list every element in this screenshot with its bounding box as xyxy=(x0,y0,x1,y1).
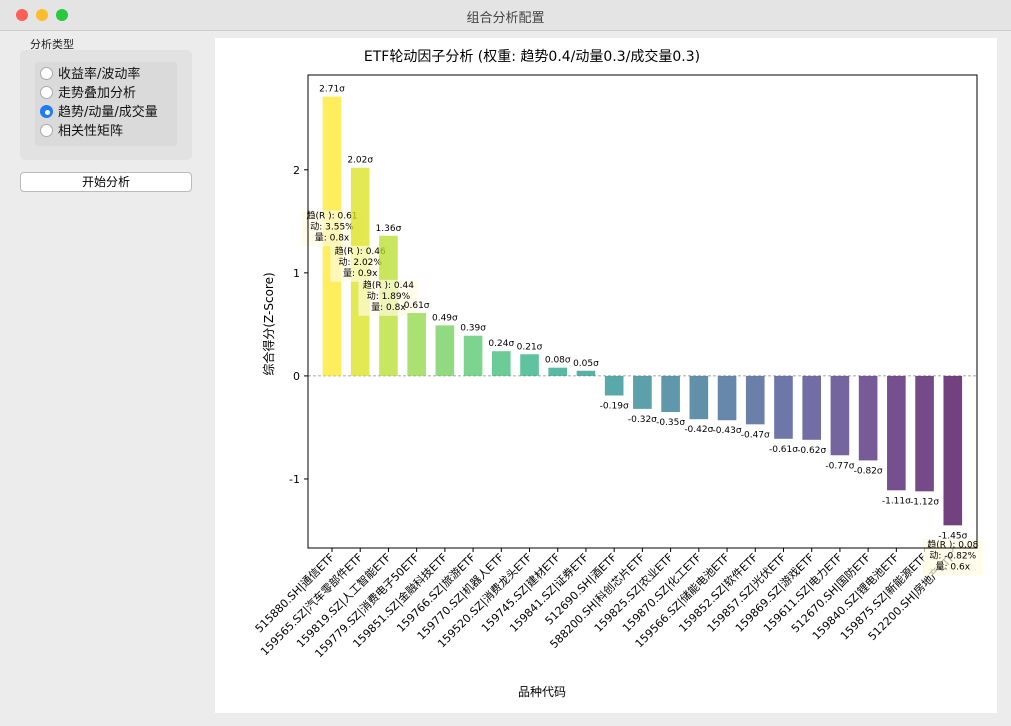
bar xyxy=(689,375,709,420)
annotation: 动: -0.82% xyxy=(929,550,976,561)
value-label: 2.71σ xyxy=(319,85,345,95)
value-label: 1.36σ xyxy=(376,224,402,234)
radio-button[interactable] xyxy=(40,124,53,137)
plot-frame xyxy=(307,74,978,549)
bar xyxy=(887,375,906,491)
radio-option[interactable]: 相关性矩阵 xyxy=(40,122,123,141)
radio-label: 走势叠加分析 xyxy=(58,86,137,101)
annotation: 动: 2.02% xyxy=(338,257,382,268)
annotation: 量: 0.8x xyxy=(315,232,350,243)
value-label: -0.61σ xyxy=(769,445,798,455)
value-label: 0.24σ xyxy=(488,339,514,349)
radio-label: 收益率/波动率 xyxy=(58,67,141,82)
close-button[interactable] xyxy=(16,9,28,21)
bar xyxy=(548,367,568,376)
radio-label: 相关性矩阵 xyxy=(58,124,124,139)
value-label: -0.42σ xyxy=(684,425,713,435)
value-label: -0.43σ xyxy=(713,426,742,436)
value-label: 0.49σ xyxy=(432,313,458,323)
value-label: -0.82σ xyxy=(854,466,883,476)
radio-option[interactable]: 走势叠加分析 xyxy=(40,84,136,103)
chart-panel: ETF轮动因子分析 (权重: 趋势0.4/动量0.3/成交量0.3) 品种代码 … xyxy=(215,38,997,713)
value-label: -0.35σ xyxy=(656,418,685,428)
annotation: 动: 1.89% xyxy=(367,291,411,302)
annotation: 量: 0.9x xyxy=(343,268,378,279)
chart-title: ETF轮动因子分析 (权重: 趋势0.4/动量0.3/成交量0.3) xyxy=(364,48,700,65)
start-button[interactable]: 开始分析 xyxy=(20,172,192,192)
bar xyxy=(943,375,963,526)
value-label: 0.39σ xyxy=(460,324,486,334)
minimize-button[interactable] xyxy=(36,9,48,21)
annotation: 量: 0.6x xyxy=(936,561,971,572)
y-tick-label: 2 xyxy=(293,164,300,177)
y-tick-label: 0 xyxy=(293,370,300,383)
bar xyxy=(491,351,511,376)
bar xyxy=(915,375,934,492)
bar xyxy=(604,375,624,396)
annotation-box xyxy=(922,539,983,576)
annotation: 量: 0.8x xyxy=(371,302,406,313)
value-label: 0.61σ xyxy=(404,301,430,311)
annotation: 趋(R ): 0.44 xyxy=(363,279,414,291)
x-axis-label: 品种代码 xyxy=(518,685,566,699)
value-label: -0.32σ xyxy=(628,415,657,425)
value-label: -0.77σ xyxy=(825,461,854,471)
group-title: 分析类型 xyxy=(30,38,74,51)
group-box: 收益率/波动率 走势叠加分析趋势/动量/成交量 相关性矩阵 xyxy=(20,50,192,160)
value-label: 2.02σ xyxy=(347,156,373,166)
zoom-button[interactable] xyxy=(56,9,68,21)
title-bar: 组合分析配置 xyxy=(0,0,1011,31)
annotation: 趋(R ): 0.08 xyxy=(927,538,978,550)
y-tick-label: -1 xyxy=(289,473,300,486)
bar xyxy=(745,375,765,425)
chart: ETF轮动因子分析 (权重: 趋势0.4/动量0.3/成交量0.3) 品种代码 … xyxy=(253,48,983,699)
bar xyxy=(830,375,850,456)
radio-button[interactable] xyxy=(40,86,53,99)
bar xyxy=(802,375,822,440)
value-label: -0.19σ xyxy=(600,401,629,411)
annotation: 趋(R ): 0.61 xyxy=(306,209,357,221)
radio-label: 趋势/动量/成交量 xyxy=(58,105,158,120)
bar xyxy=(633,375,652,409)
radio-button[interactable] xyxy=(40,67,53,80)
radio-button[interactable] xyxy=(40,105,53,118)
radio-group: 收益率/波动率 走势叠加分析趋势/动量/成交量 相关性矩阵 xyxy=(35,62,177,146)
value-label: -0.62σ xyxy=(797,446,826,456)
value-label: -1.12σ xyxy=(910,497,939,507)
y-tick-label: 1 xyxy=(293,267,300,280)
bar xyxy=(576,370,596,376)
bar xyxy=(407,313,426,376)
annotation: 趋(R ): 0.46 xyxy=(335,245,386,257)
window-title: 组合分析配置 xyxy=(466,11,545,26)
radio-option[interactable]: 收益率/波动率 xyxy=(40,65,140,84)
bar xyxy=(717,375,737,421)
value-label: -1.45σ xyxy=(938,531,967,541)
value-label: 0.08σ xyxy=(545,356,571,366)
annotation-box xyxy=(358,279,419,316)
bar xyxy=(520,354,539,376)
value-label: 0.21σ xyxy=(517,342,543,352)
value-label: 0.05σ xyxy=(573,359,599,369)
radio-option[interactable]: 趋势/动量/成交量 xyxy=(40,103,158,122)
annotation: 动: 3.55% xyxy=(310,221,354,232)
bar xyxy=(463,335,483,376)
value-label: -0.47σ xyxy=(741,430,770,440)
y-axis-label: 综合得分(Z-Score) xyxy=(261,272,276,375)
bar xyxy=(774,375,793,439)
bar xyxy=(661,375,680,412)
value-label: -1.11σ xyxy=(882,496,911,506)
bar xyxy=(858,375,878,461)
bar xyxy=(435,325,455,376)
